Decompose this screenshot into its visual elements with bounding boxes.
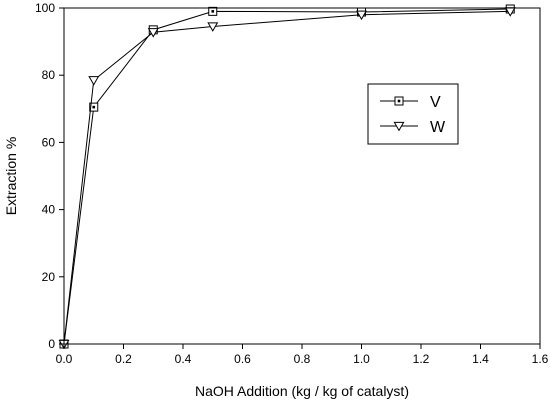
tick-layer: 0.0 0.2 0.4 0.6 0.8 1.0 1.2 1.4 1.6 0 20 40 60 80 100: [35, 1, 549, 366]
y-tick-label: 60: [42, 135, 56, 149]
series-line-w: [63, 10, 511, 345]
series-line-v: [63, 8, 511, 345]
x-axis-label: NaOH Addition (kg / kg of catalyst): [195, 383, 409, 399]
y-axis-label: Extraction %: [3, 137, 19, 216]
x-tick-label: 1.0: [353, 352, 370, 366]
data-point-v: [208, 6, 218, 16]
x-tick-label: 1.2: [413, 352, 430, 366]
legend-marker: [394, 96, 404, 106]
marker-dot: [211, 10, 215, 13]
y-tick-label: 80: [42, 68, 56, 82]
y-tick-label: 20: [42, 270, 56, 284]
data-point-w: [88, 76, 100, 86]
series-v: [59, 4, 515, 349]
plot-area-frame: [63, 7, 541, 345]
legend-marker: [393, 121, 405, 132]
x-tick-label: 1.4: [472, 352, 489, 366]
x-tick-label: 0.8: [294, 352, 311, 366]
x-tick-label: 1.6: [532, 352, 549, 366]
x-tick-label: 0.4: [175, 352, 192, 366]
data-point-w: [207, 22, 219, 32]
data-point-v: [89, 102, 99, 112]
legend: VW: [367, 83, 459, 145]
series-layer: [58, 4, 516, 350]
marker-dot: [92, 105, 96, 109]
marker-triangle: [356, 10, 367, 21]
marker-dot: [397, 99, 401, 103]
marker-triangle: [207, 22, 219, 32]
legend-box: [367, 83, 459, 145]
legend-entry-v: V: [380, 94, 441, 111]
y-tick-label: 40: [42, 203, 56, 217]
x-tick-label: 0.2: [115, 352, 132, 366]
marker-triangle: [88, 76, 100, 86]
y-tick-label: 100: [35, 1, 55, 15]
legend-label: W: [430, 119, 446, 136]
marker-triangle: [147, 28, 159, 38]
series-w: [58, 7, 516, 350]
x-tick-label: 0.6: [234, 352, 251, 366]
legend-label: V: [430, 94, 441, 111]
y-tick-label: 0: [48, 337, 55, 351]
x-tick-label: 0.0: [56, 352, 73, 366]
data-point-w: [147, 28, 159, 38]
marker-triangle: [393, 121, 405, 132]
data-point-w: [356, 10, 367, 21]
legend-entry-w: W: [380, 119, 446, 136]
